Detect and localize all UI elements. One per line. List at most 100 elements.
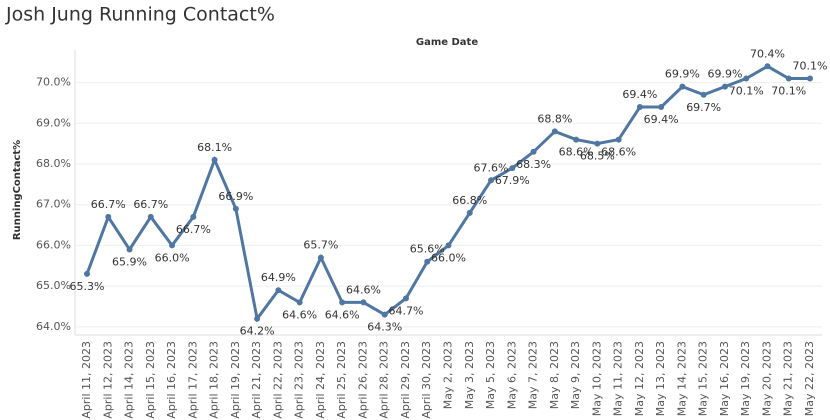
x-tick-label: May 13, 2023	[654, 341, 667, 416]
x-tick-label: April 11, 2023	[80, 341, 93, 419]
data-label: 66.7%	[91, 198, 126, 211]
y-tick-label: 67.0%	[36, 198, 71, 211]
x-tick-label: April 28, 2023	[378, 341, 391, 419]
x-tick-label: April 15, 2023	[144, 341, 157, 419]
data-label: 69.9%	[707, 68, 742, 81]
x-tick-label: May 19, 2023	[739, 341, 752, 416]
data-label: 66.8%	[452, 194, 487, 207]
data-point	[190, 213, 197, 220]
x-tick-label: May 20, 2023	[760, 341, 773, 416]
data-label: 69.7%	[686, 101, 721, 114]
data-point	[488, 177, 495, 184]
data-label: 70.1%	[793, 60, 828, 73]
x-tick-label: April 29, 2023	[399, 341, 412, 419]
data-label: 66.7%	[176, 223, 211, 236]
data-label: 66.7%	[133, 198, 168, 211]
y-tick-label: 68.0%	[36, 157, 71, 170]
data-label: 64.2%	[240, 325, 275, 338]
data-point	[551, 128, 558, 135]
data-point	[636, 104, 643, 110]
data-point	[254, 315, 261, 322]
x-tick-label: May 5, 2023	[484, 341, 497, 409]
data-label: 68.8%	[537, 112, 572, 125]
data-point	[339, 299, 346, 306]
data-label: 68.5%	[580, 150, 615, 163]
data-point	[785, 75, 792, 82]
data-point	[679, 83, 686, 90]
data-label: 70.4%	[750, 47, 785, 60]
y-tick-label: 69.0%	[36, 116, 71, 129]
data-label: 69.9%	[665, 68, 700, 81]
data-label: 70.1%	[771, 85, 806, 98]
x-tick-label: May 6, 2023	[505, 341, 518, 409]
data-label: 69.4%	[622, 88, 657, 101]
data-point	[658, 104, 665, 110]
data-point	[466, 209, 473, 216]
data-point	[381, 311, 388, 318]
data-label: 69.4%	[644, 113, 679, 126]
data-point	[402, 295, 409, 302]
data-point	[317, 254, 324, 261]
data-label: 64.6%	[346, 283, 381, 296]
data-point	[296, 299, 303, 306]
data-label: 64.7%	[388, 304, 423, 317]
data-point	[764, 63, 771, 70]
x-tick-label: April 12, 2023	[101, 341, 114, 419]
x-tick-label: May 12, 2023	[633, 341, 646, 416]
data-label: 66.0%	[431, 251, 466, 264]
data-label: 68.6%	[601, 146, 636, 159]
x-tick-label: May 8, 2023	[548, 341, 561, 409]
y-tick-label: 65.0%	[36, 279, 71, 292]
data-label: 65.9%	[112, 256, 147, 269]
x-axis-title: Game Date	[416, 37, 478, 48]
x-tick-label: April 23, 2023	[293, 341, 306, 419]
data-point	[721, 83, 728, 90]
data-point	[509, 165, 516, 172]
x-tick-label: April 26, 2023	[356, 341, 369, 419]
data-label: 70.1%	[729, 85, 764, 98]
data-label: 64.3%	[367, 321, 402, 334]
x-tick-label: April 24, 2023	[314, 341, 327, 419]
data-point	[573, 136, 580, 143]
data-point	[275, 287, 282, 294]
x-tick-label: May 2, 2023	[442, 341, 455, 409]
data-point	[700, 91, 707, 98]
data-point	[807, 75, 813, 82]
data-point	[105, 213, 112, 220]
data-point	[211, 156, 218, 163]
data-label: 65.6%	[410, 243, 445, 256]
x-tick-label: May 22, 2023	[803, 341, 816, 416]
x-tick-label: May 9, 2023	[569, 341, 582, 409]
data-label: 67.9%	[495, 174, 530, 187]
x-tick-label: April 18, 2023	[208, 341, 221, 419]
data-point	[594, 140, 601, 147]
data-point	[424, 258, 431, 265]
data-label: 67.6%	[474, 161, 509, 174]
x-tick-label: May 3, 2023	[463, 341, 476, 409]
x-tick-label: May 15, 2023	[697, 341, 710, 416]
data-point	[445, 242, 452, 249]
data-label: 64.6%	[325, 308, 360, 321]
chart-title: Josh Jung Running Contact%	[5, 4, 275, 26]
data-label: 65.7%	[303, 239, 338, 252]
data-point	[169, 242, 176, 249]
data-point	[84, 270, 90, 277]
data-label: 64.9%	[261, 271, 296, 284]
data-label: 66.0%	[155, 251, 190, 264]
data-label: 68.6%	[559, 146, 594, 159]
data-point	[147, 213, 154, 220]
data-label: 68.3%	[516, 158, 551, 171]
x-tick-label: May 11, 2023	[612, 341, 625, 416]
y-tick-label: 70.0%	[36, 76, 71, 89]
x-tick-label: April 14, 2023	[123, 341, 136, 419]
data-label: 66.9%	[218, 190, 253, 203]
data-label: 64.6%	[282, 308, 317, 321]
y-tick-label: 66.0%	[36, 238, 71, 251]
x-tick-label: May 21, 2023	[782, 341, 795, 416]
x-tick-label: April 17, 2023	[186, 341, 199, 419]
x-tick-label: April 30, 2023	[420, 341, 433, 419]
x-tick-label: April 19, 2023	[229, 341, 242, 419]
data-label: 68.1%	[197, 141, 232, 154]
x-tick-label: May 16, 2023	[718, 341, 731, 416]
x-tick-label: April 25, 2023	[335, 341, 348, 419]
